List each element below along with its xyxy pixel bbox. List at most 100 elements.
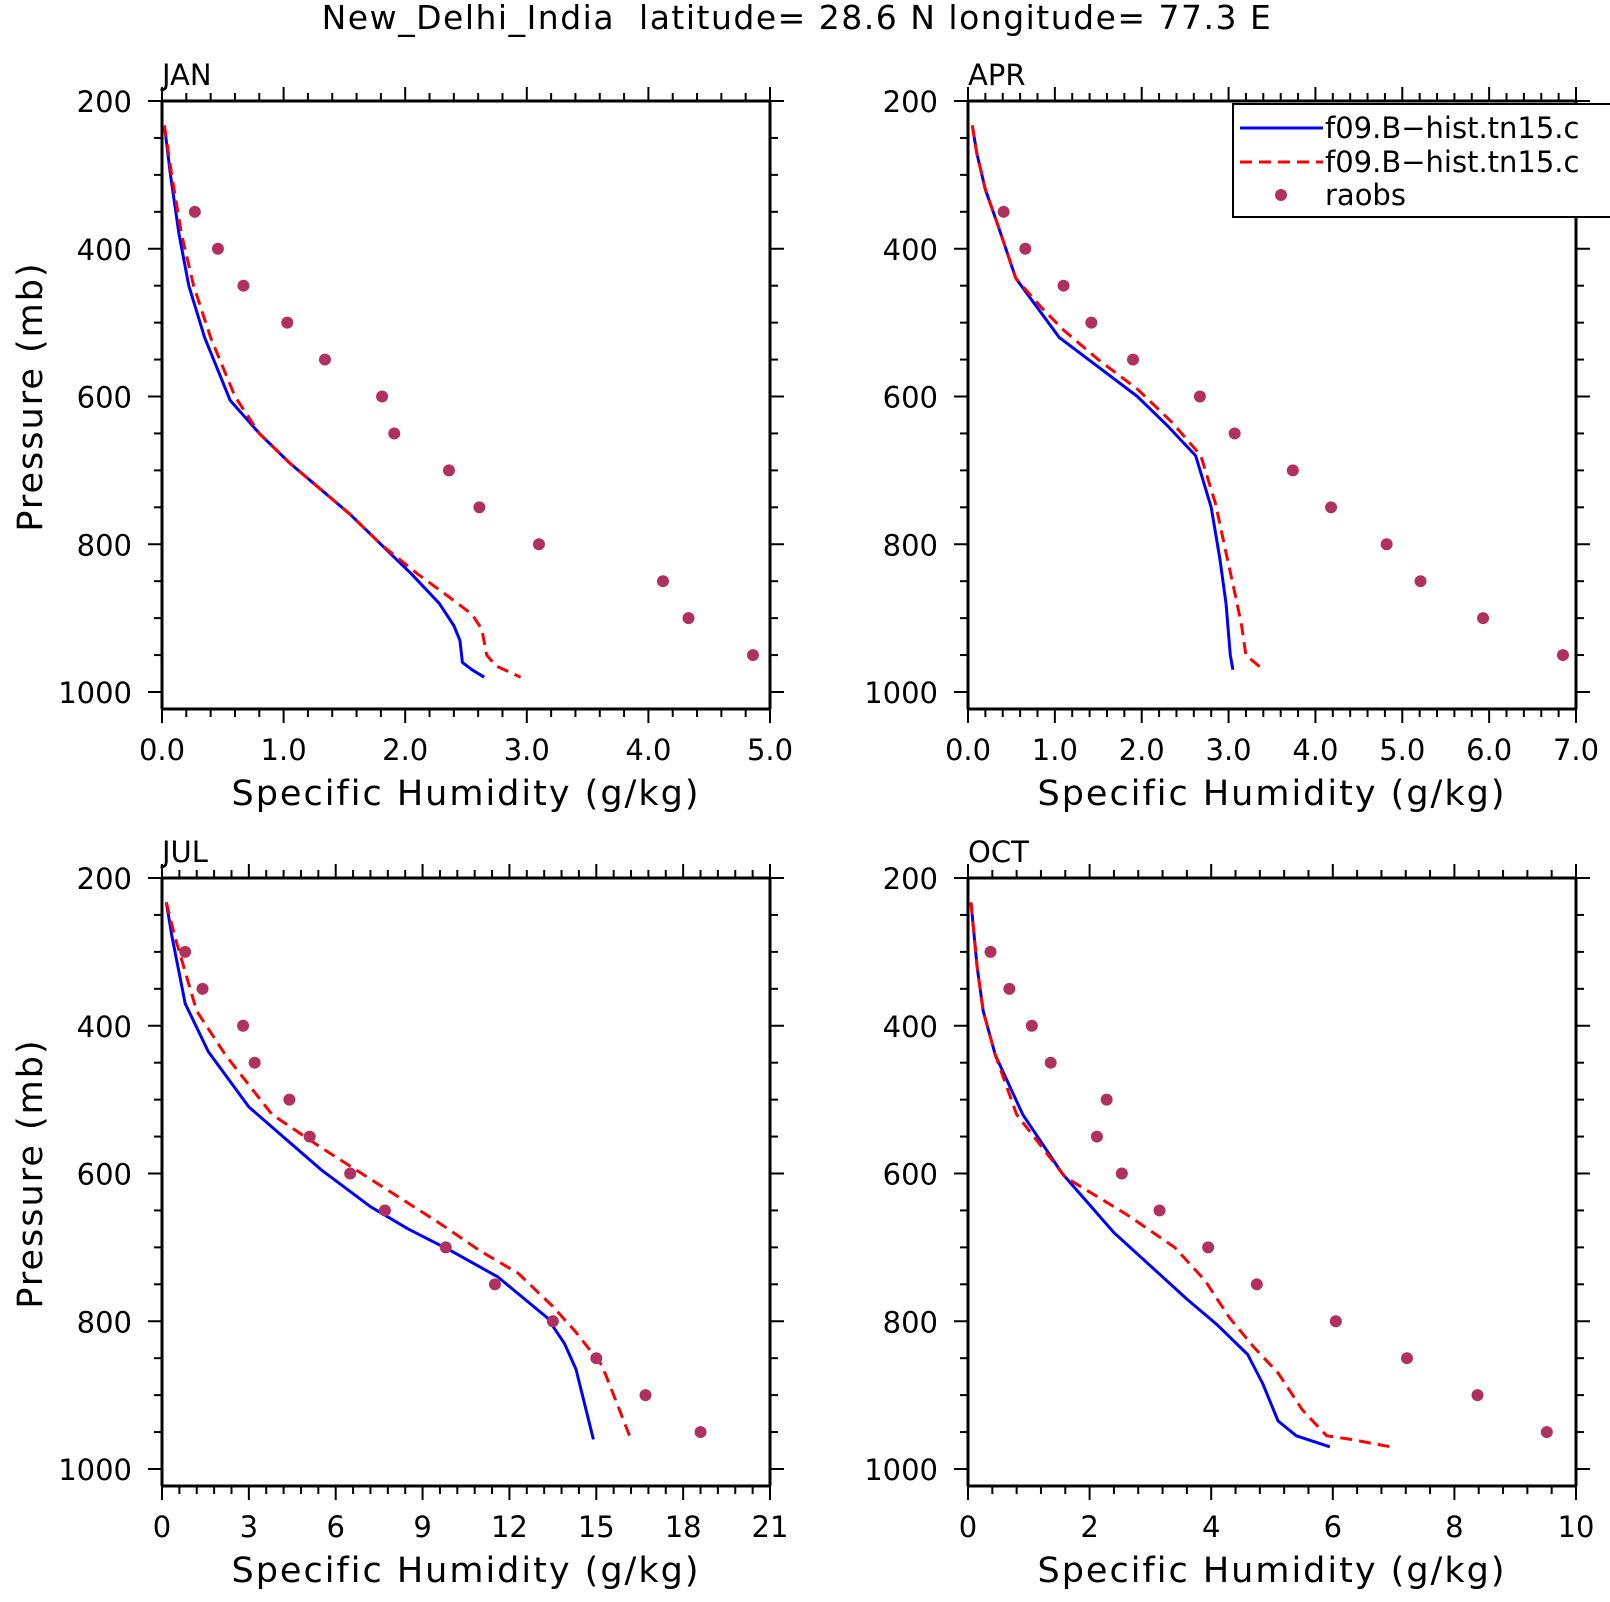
y-tick-label: 200: [883, 862, 938, 896]
raobs-point: [376, 390, 389, 403]
raobs-point: [1193, 390, 1206, 403]
raobs-point: [590, 1352, 603, 1365]
raobs-point: [1085, 316, 1098, 329]
panel-label: APR: [968, 58, 1025, 92]
raobs-point: [694, 1426, 707, 1439]
x-tick-label: 15: [578, 1510, 615, 1544]
raobs-point: [237, 1019, 250, 1032]
raobs-point: [237, 279, 250, 292]
raobs-point: [473, 501, 486, 514]
y-tick-label: 800: [77, 1305, 132, 1339]
x-tick-label: 1.0: [261, 733, 307, 767]
series-line-dashed: [970, 125, 1265, 671]
raobs-point: [1400, 1352, 1413, 1365]
panel-label: JAN: [160, 58, 212, 92]
raobs-point: [1019, 242, 1032, 255]
legend-label-solid: f09.B−hist.tn15.c: [1325, 111, 1579, 145]
raobs-point: [1025, 1019, 1038, 1032]
x-tick-label: 18: [665, 1510, 702, 1544]
x-tick-label: 3: [240, 1510, 258, 1544]
x-axis-title: Specific Humidity (g/kg): [232, 1551, 701, 1591]
raobs-point: [303, 1130, 316, 1143]
x-tick-label: 12: [491, 1510, 528, 1544]
panel-oct: 200 400 600 800 1000 0 2 4 6 8 10 OCT Specific Humid…: [864, 835, 1594, 1591]
legend-box: [1232, 103, 1610, 218]
y-tick-label: 400: [77, 233, 132, 267]
raobs-point: [281, 316, 294, 329]
x-tick-label: 2: [1080, 1510, 1098, 1544]
y-tick-label: 800: [883, 528, 938, 562]
x-tick-label: 8: [1445, 1510, 1463, 1544]
raobs-point: [248, 1056, 261, 1069]
y-tick-label: 800: [883, 1305, 938, 1339]
raobs-point: [997, 205, 1010, 218]
raobs-point: [318, 353, 331, 366]
y-tick-label: 200: [883, 85, 938, 119]
raobs-point: [1044, 1056, 1057, 1069]
raobs-point: [378, 1204, 391, 1217]
raobs-point: [1471, 1389, 1484, 1402]
raobs-point: [656, 575, 669, 588]
y-tick-label: 600: [77, 1158, 132, 1192]
series-line-solid: [162, 125, 485, 679]
raobs-point: [1380, 538, 1393, 551]
x-tick-label: 9: [413, 1510, 431, 1544]
raobs-point: [488, 1278, 501, 1291]
x-tick-label: 21: [752, 1510, 789, 1544]
y-axis-title: Pressure (mb): [11, 261, 51, 531]
x-tick-label: 6: [326, 1510, 344, 1544]
x-tick-label: 0: [959, 1510, 977, 1544]
y-tick-label: 400: [77, 1010, 132, 1044]
y-tick-label: 1000: [58, 1453, 132, 1487]
series-line-solid: [164, 902, 595, 1440]
raobs-point: [179, 945, 192, 958]
y-tick-label: 400: [883, 233, 938, 267]
raobs-point: [196, 982, 209, 995]
raobs-point: [1127, 353, 1140, 366]
raobs-point: [1414, 575, 1427, 588]
x-tick-label: 0.0: [139, 733, 185, 767]
x-tick-label: 0: [153, 1510, 171, 1544]
panel-label: OCT: [968, 835, 1029, 869]
series-line-dashed: [162, 125, 522, 679]
raobs-point: [439, 1241, 452, 1254]
raobs-point: [188, 205, 201, 218]
x-axis-title: Specific Humidity (g/kg): [232, 774, 701, 814]
raobs-point: [1329, 1315, 1342, 1328]
series-line-dashed: [969, 902, 1391, 1449]
y-tick-label: 1000: [864, 1453, 938, 1487]
legend-marker-raobs: [1275, 189, 1287, 201]
raobs-point: [682, 612, 695, 625]
panel-label: JUL: [160, 835, 208, 869]
series-line-dashed: [164, 902, 633, 1440]
x-tick-label: 4: [1202, 1510, 1220, 1544]
series-line-solid: [970, 125, 1235, 671]
raobs-point: [388, 427, 401, 440]
legend: f09.B−hist.tn15.c f09.B−hist.tn15.c raob…: [1232, 103, 1610, 218]
x-tick-label: 2.0: [382, 733, 428, 767]
y-tick-label: 200: [77, 862, 132, 896]
raobs-point: [283, 1093, 296, 1106]
raobs-point: [1325, 501, 1338, 514]
raobs-point: [344, 1167, 357, 1180]
x-axis-title: Specific Humidity (g/kg): [1038, 774, 1507, 814]
raobs-point: [1477, 612, 1490, 625]
panel-jul: 200 400 600 800 1000 0 3 6 9 12 15 18 21 JUL Specific …: [11, 835, 788, 1591]
raobs-point: [1250, 1278, 1263, 1291]
x-tick-label: 6: [1324, 1510, 1342, 1544]
x-tick-label: 10: [1558, 1510, 1595, 1544]
raobs-point: [639, 1389, 652, 1402]
x-tick-label: 4.0: [625, 733, 671, 767]
raobs-point: [1115, 1167, 1128, 1180]
raobs-point: [1090, 1130, 1103, 1143]
y-tick-label: 200: [77, 85, 132, 119]
raobs-point: [1286, 464, 1299, 477]
legend-label-raobs: raobs: [1325, 178, 1406, 212]
y-tick-label: 600: [883, 1158, 938, 1192]
y-tick-label: 1000: [864, 676, 938, 710]
y-tick-label: 800: [77, 528, 132, 562]
x-tick-label: 7.0: [1553, 733, 1599, 767]
raobs-point: [442, 464, 455, 477]
raobs-point: [546, 1315, 559, 1328]
